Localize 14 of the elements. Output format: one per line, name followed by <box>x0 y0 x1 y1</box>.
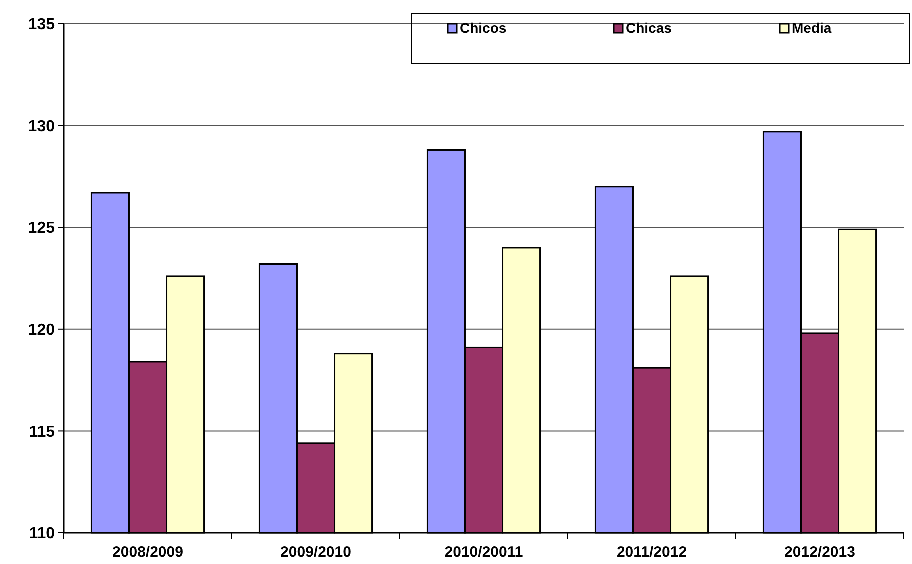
y-tick-label: 110 <box>29 526 56 543</box>
x-tick-label: 2011/2012 <box>616 544 688 561</box>
x-tick-label: 2009/2010 <box>280 544 352 561</box>
y-tick-label: 120 <box>28 322 56 339</box>
legend-label: Media <box>792 20 832 36</box>
legend-label: Chicos <box>460 20 507 36</box>
y-tick-label: 130 <box>28 118 56 136</box>
x-tick-label: 2010/20011 <box>444 544 524 561</box>
x-tick-label: 2012/2013 <box>784 544 856 561</box>
y-tick-label: 125 <box>28 220 56 238</box>
x-tick-label: 2008/2009 <box>112 544 184 561</box>
y-tick-label: 115 <box>29 424 56 441</box>
legend-label: Chicas <box>626 20 672 36</box>
y-tick-label: 135 <box>28 16 56 34</box>
